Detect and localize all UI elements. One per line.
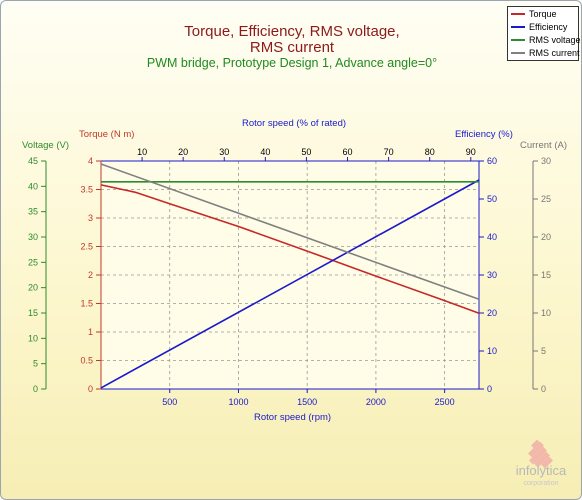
- voltage-tick-label: 0: [33, 384, 38, 394]
- legend-item-torque: Torque: [511, 8, 557, 20]
- top-axis-title: Rotor speed (% of rated): [242, 118, 347, 129]
- top-tick-label: 10: [137, 147, 147, 157]
- series-line-rms-current: [100, 163, 480, 301]
- legend-label: RMS voltage: [529, 35, 581, 45]
- top-tick-label: 40: [260, 147, 270, 157]
- legend-item-rms-voltage: RMS voltage: [511, 34, 581, 46]
- torque-tick-label: 1: [88, 327, 93, 337]
- efficiency-axis-title: Efficiency (%): [455, 129, 513, 140]
- top-tick-label: 70: [384, 147, 394, 157]
- efficiency-tick-label: 40: [487, 232, 497, 242]
- current-tick-label: 5: [541, 346, 546, 356]
- voltage-tick-label: 15: [28, 308, 38, 318]
- x-tick-label: 1500: [297, 397, 317, 407]
- efficiency-tick-label: 30: [487, 270, 497, 280]
- voltage-tick-label: 10: [28, 333, 38, 343]
- x-tick-label: 2000: [366, 397, 386, 407]
- voltage-tick-label: 30: [28, 232, 38, 242]
- logo-text: infolytica: [515, 463, 567, 478]
- torque-tick-label: 1.5: [80, 299, 93, 309]
- current-tick-label: 0: [541, 384, 546, 394]
- efficiency-tick-label: 50: [487, 194, 497, 204]
- current-tick-label: 10: [541, 308, 551, 318]
- legend-swatch: [511, 52, 525, 54]
- voltage-tick-label: 35: [28, 207, 38, 217]
- infolytica-logo-icon: [528, 439, 553, 469]
- x-tick-label: 2500: [435, 397, 455, 407]
- series-line-torque: [100, 184, 480, 314]
- efficiency-tick-label: 20: [487, 308, 497, 318]
- legend-swatch: [511, 26, 525, 28]
- torque-tick-label: 0: [88, 384, 93, 394]
- series-line-efficiency: [100, 179, 480, 389]
- chart-title-line1: Torque, Efficiency, RMS voltage,: [184, 23, 400, 40]
- current-tick-label: 20: [541, 232, 551, 242]
- torque-tick-label: 2: [88, 270, 93, 280]
- x-tick-label: 500: [162, 397, 177, 407]
- voltage-tick-label: 40: [28, 181, 38, 191]
- voltage-tick-label: 45: [28, 156, 38, 166]
- chart-subtitle: PWM bridge, Prototype Design 1, Advance …: [146, 56, 438, 70]
- voltage-tick-label: 20: [28, 283, 38, 293]
- torque-tick-label: 3: [88, 213, 93, 223]
- x-tick-label: 1000: [228, 397, 248, 407]
- voltage-axis-title: Voltage (V): [22, 140, 69, 151]
- current-tick-label: 25: [541, 194, 551, 204]
- chart-title-line2: RMS current: [249, 39, 335, 56]
- top-tick-label: 60: [343, 147, 353, 157]
- logo-subtext: corporation: [523, 480, 559, 487]
- top-tick-label: 90: [466, 147, 476, 157]
- top-tick-label: 30: [219, 147, 229, 157]
- torque-tick-label: 2.5: [80, 242, 93, 252]
- voltage-tick-label: 25: [28, 257, 38, 267]
- efficiency-tick-label: 60: [487, 156, 497, 166]
- voltage-tick-label: 5: [33, 359, 38, 369]
- efficiency-tick-label: 10: [487, 346, 497, 356]
- legend-swatch: [511, 13, 525, 15]
- chart-legend: Torque Efficiency RMS voltage RMS curren…: [507, 6, 581, 61]
- top-tick-label: 50: [301, 147, 311, 157]
- legend-label: Efficiency: [529, 22, 568, 32]
- torque-axis-title: Torque (N m): [79, 129, 135, 140]
- torque-tick-label: 3.5: [80, 185, 93, 195]
- legend-label: Torque: [529, 9, 557, 19]
- torque-tick-label: 0.5: [80, 356, 93, 366]
- current-tick-label: 30: [541, 156, 551, 166]
- torque-tick-label: 4: [88, 156, 93, 166]
- efficiency-tick-label: 0: [487, 384, 492, 394]
- top-tick-label: 80: [425, 147, 435, 157]
- top-tick-label: 20: [178, 147, 188, 157]
- x-axis-title: Rotor speed (rpm): [254, 412, 332, 423]
- legend-swatch: [511, 39, 525, 41]
- current-axis-title: Current (A): [520, 140, 567, 151]
- legend-item-rms-current: RMS current: [511, 47, 580, 59]
- legend-label: RMS current: [529, 48, 580, 58]
- current-tick-label: 15: [541, 270, 551, 280]
- legend-item-efficiency: Efficiency: [511, 21, 567, 33]
